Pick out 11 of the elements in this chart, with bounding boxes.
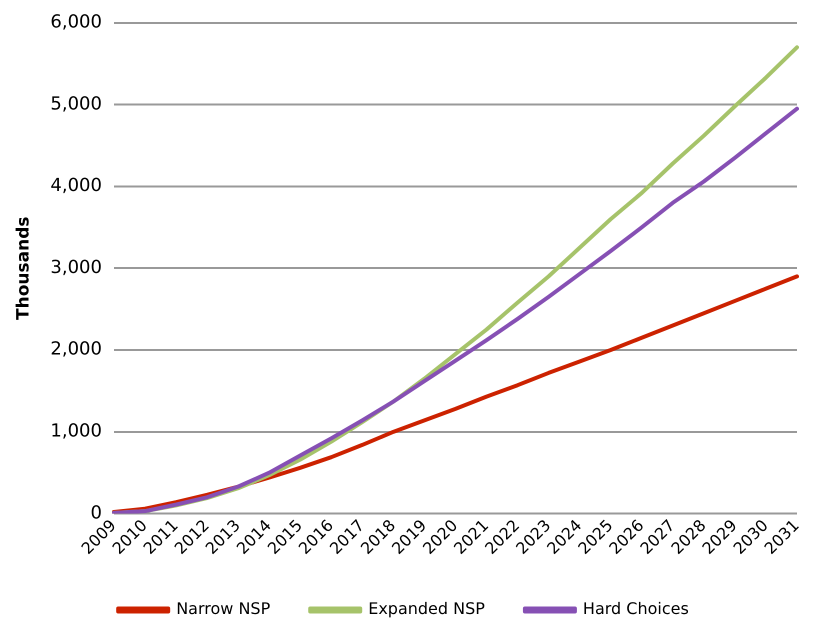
y-tick-label: 1,000 xyxy=(50,420,102,442)
legend-label: Expanded NSP xyxy=(368,599,486,618)
legend-label: Narrow NSP xyxy=(176,599,271,618)
y-axis-title: Thousands xyxy=(14,216,34,320)
y-tick-label: 2,000 xyxy=(50,338,102,360)
y-tick-label: 4,000 xyxy=(50,175,102,196)
legend-label: Hard Choices xyxy=(582,599,689,618)
y-tick-label: 5,000 xyxy=(50,93,102,114)
y-tick-label: 0 xyxy=(90,502,102,524)
y-tick-label: 3,000 xyxy=(50,256,102,278)
y-tick-label: 6,000 xyxy=(50,11,102,32)
